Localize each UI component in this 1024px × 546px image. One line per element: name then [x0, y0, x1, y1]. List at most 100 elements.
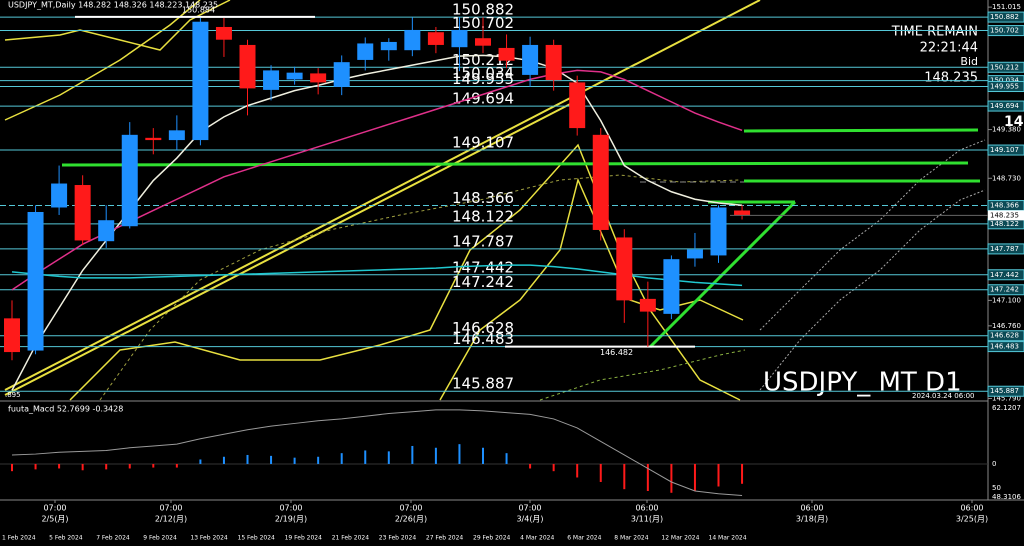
band-line: [99, 174, 741, 401]
level-label: 149.107: [452, 134, 514, 152]
level-box: [987, 269, 1024, 281]
trend-line: [4, 0, 761, 391]
y-tick-label: 149.380: [992, 126, 1021, 134]
candle-body: [121, 134, 138, 227]
trend-line: [4, 99, 579, 396]
date-tick-label: 3/18(月): [796, 515, 828, 524]
date-tick-label: 3/11(月): [631, 515, 663, 524]
y-tick-label: 147.100: [992, 296, 1021, 304]
candle-body: [498, 47, 515, 61]
countdown: 22:21:44: [920, 41, 978, 56]
level-axis-label: 149.955: [990, 83, 1019, 91]
level-box: [987, 284, 1024, 296]
level-axis-label: 150.212: [990, 63, 1019, 71]
y-tick-label: 148.730: [992, 174, 1021, 182]
level-label: 148.122: [452, 207, 514, 225]
y-tick-label: 151.015: [992, 3, 1021, 11]
level-label: 147.787: [452, 232, 514, 250]
date-label: 21 Feb 2024: [332, 535, 370, 542]
macd-axis-label: 62.1207: [992, 404, 1021, 412]
candle-body: [545, 44, 562, 81]
candle-body: [4, 318, 20, 353]
candle-body: [475, 38, 491, 46]
level-box: [987, 341, 1024, 353]
cloud-line: [759, 189, 986, 391]
macd-axis-label: 0: [992, 460, 996, 468]
candle-body: [168, 130, 185, 141]
green-line: [743, 128, 979, 133]
bid-label: Bid: [960, 55, 978, 68]
level-label: 150.034: [452, 64, 514, 82]
level-box: [987, 243, 1024, 255]
level-axis-label: 146.628: [990, 332, 1019, 340]
level-axis-label: 150.702: [990, 27, 1019, 35]
date-label: 9 Feb 2024: [143, 535, 177, 542]
candle-body: [427, 32, 444, 45]
band-line: [4, 0, 231, 51]
candle-body: [51, 183, 68, 208]
level-axis-label: 146.483: [990, 343, 1019, 351]
level-label: 146.628: [452, 319, 514, 337]
green-line: [61, 161, 969, 167]
high-label: 150.884: [182, 5, 215, 14]
date-label: 15 Feb 2024: [238, 535, 276, 542]
cut-label: 14: [1004, 114, 1024, 130]
date-tick-label: 2/19(月): [275, 515, 307, 524]
candle-body: [710, 207, 727, 256]
bid-price: 148.235: [924, 71, 978, 86]
level-box: [987, 330, 1024, 342]
level-box: [987, 144, 1024, 156]
candle-body: [380, 41, 397, 51]
level-box: [987, 100, 1024, 112]
macd-axis-label: 50: [992, 484, 1001, 492]
time-label: 06:00: [635, 504, 658, 513]
level-axis-label: 148.122: [990, 220, 1019, 228]
candle-body: [686, 249, 703, 259]
level-label: 147.442: [452, 258, 514, 276]
level-axis-label: 147.787: [990, 245, 1019, 253]
time-label: 07:00: [399, 504, 422, 513]
header: USDJPY_MT,Daily 148.282 148.326 148.223 …: [8, 1, 218, 10]
date-label: 13 Feb 2024: [190, 535, 228, 542]
level-box: [987, 81, 1024, 93]
candle-body: [592, 134, 609, 230]
level-axis-label: 147.442: [990, 271, 1019, 279]
date-label: 12 Mar 2024: [661, 535, 699, 542]
date-label: 27 Feb 2024: [426, 535, 464, 542]
level-label: 150.882: [452, 1, 514, 19]
candle-body: [286, 72, 303, 80]
candle-body: [192, 21, 209, 141]
candle-body: [74, 185, 91, 241]
bottom-left-label: .895: [5, 391, 21, 399]
candle-body: [663, 259, 680, 314]
level-label: 147.242: [452, 273, 514, 291]
candle-body: [616, 237, 633, 301]
date-label: 7 Feb 2024: [96, 535, 130, 542]
candle-body: [333, 62, 350, 87]
level-box: [987, 61, 1024, 73]
bid-axis-label: 148.235: [990, 211, 1019, 219]
date-tick-label: 3/25(月): [956, 515, 988, 524]
low-label: 146.482: [600, 348, 633, 357]
level-box: [987, 385, 1024, 397]
date-label: 5 Feb 2024: [49, 535, 83, 542]
date-stamp: 2024.03.24 06:00: [912, 392, 974, 400]
time-label: 07:00: [518, 504, 541, 513]
date-label: 1 Feb 2024: [2, 535, 36, 542]
y-tick-label: 145.790: [992, 395, 1021, 403]
candle-body: [263, 70, 280, 90]
level-label: 145.887: [452, 375, 514, 393]
level-box: [987, 25, 1024, 37]
time-label: 06:00: [960, 504, 983, 513]
candle-body: [357, 43, 374, 60]
level-axis-label: 149.107: [990, 146, 1019, 154]
level-axis-label: 145.887: [990, 387, 1019, 395]
time-remain: TIME REMAIN: [891, 25, 978, 40]
band-line: [439, 177, 744, 401]
macd-axis-label: 48.3106: [992, 493, 1021, 501]
level-axis-label: 150.882: [990, 13, 1019, 21]
candle-body: [451, 29, 468, 48]
time-label: 07:00: [43, 504, 66, 513]
